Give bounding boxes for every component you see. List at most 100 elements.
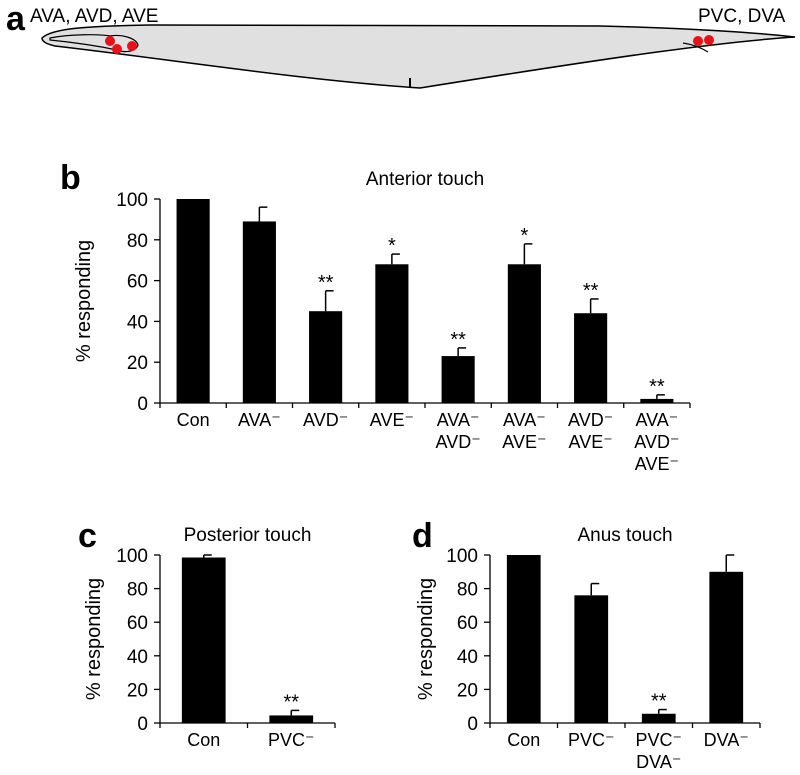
panel-label: d xyxy=(412,517,433,555)
x-tick-label: AVA⁻ AVD⁻ AVE⁻ xyxy=(634,410,679,474)
bar xyxy=(269,715,314,723)
error-bar xyxy=(658,708,667,714)
x-tick-label-line: Con xyxy=(177,410,210,430)
panel-label: c xyxy=(78,517,97,555)
bar xyxy=(506,555,541,723)
x-tick-label-line: AVE⁻ xyxy=(370,410,414,430)
x-tick-label: DVA⁻ xyxy=(704,730,749,750)
error-bar xyxy=(589,298,599,314)
error-bar xyxy=(203,554,212,558)
x-tick-label: Con xyxy=(507,730,540,750)
bar xyxy=(574,595,609,723)
error-bar xyxy=(324,290,334,312)
neuron-label: PVC, DVA xyxy=(698,6,786,27)
y-tick-label: 100 xyxy=(116,190,148,211)
bar xyxy=(574,313,608,403)
neuron xyxy=(693,36,703,46)
significance-label: ** xyxy=(649,376,665,398)
bar xyxy=(176,199,210,403)
neuron xyxy=(704,35,714,45)
y-tick-label: 60 xyxy=(127,272,148,293)
y-tick-label: 80 xyxy=(457,580,478,601)
x-tick-label: AVA⁻ AVD⁻ xyxy=(436,410,481,452)
neuron xyxy=(112,44,122,54)
error-bar xyxy=(258,206,268,222)
significance-label: ** xyxy=(450,329,466,351)
x-tick-label-line: DVA⁻ xyxy=(636,752,681,772)
bar xyxy=(181,557,226,723)
x-tick-label: PVC⁻ xyxy=(568,730,615,750)
chart-title: Posterior touch xyxy=(184,525,312,546)
x-tick-label-line: AVA⁻ xyxy=(635,410,678,430)
worm-body xyxy=(41,24,796,89)
bar xyxy=(641,713,676,723)
bar xyxy=(309,311,343,403)
x-tick-label: AVA⁻ AVE⁻ xyxy=(502,410,546,452)
x-tick-label-line: PVC⁻ xyxy=(635,730,682,750)
x-tick-label-line: AVD⁻ xyxy=(568,410,613,430)
x-tick-label-line: Con xyxy=(507,730,540,750)
y-tick-label: 0 xyxy=(467,714,478,735)
y-tick-label: 0 xyxy=(137,714,148,735)
x-tick-label-line: PVC⁻ xyxy=(268,730,315,750)
x-tick-label: AVA⁻ xyxy=(238,410,281,430)
x-tick-label: AVD⁻ xyxy=(303,410,348,430)
significance-label: ** xyxy=(318,272,334,294)
x-tick-label-line: PVC⁻ xyxy=(568,730,615,750)
x-tick-label: AVE⁻ xyxy=(370,410,414,430)
x-tick-label-line: DVA⁻ xyxy=(704,730,749,750)
neuron xyxy=(127,41,137,51)
error-bar xyxy=(457,347,467,357)
y-tick-label: 20 xyxy=(127,680,148,701)
error-bar xyxy=(725,554,735,572)
panel-label: b xyxy=(60,159,81,197)
y-tick-label: 80 xyxy=(127,580,148,601)
neuron-label: AVA, AVD, AVE xyxy=(30,6,158,27)
y-axis-label: % responding xyxy=(83,578,105,700)
bar xyxy=(640,398,674,403)
significance-label: ** xyxy=(283,691,299,713)
y-tick-label: 40 xyxy=(127,312,148,333)
chart-title: Anus touch xyxy=(577,525,672,546)
error-bar xyxy=(590,582,600,596)
y-axis-label: % responding xyxy=(415,578,437,700)
y-tick-label: 60 xyxy=(457,613,478,634)
x-tick-label-line: AVD⁻ xyxy=(436,432,481,452)
y-tick-label: 40 xyxy=(127,647,148,668)
x-tick-label-line: AVD⁻ xyxy=(634,432,679,452)
x-tick-label: Con xyxy=(187,730,220,750)
tail-process xyxy=(682,42,709,53)
bar xyxy=(441,356,475,403)
x-tick-label: AVD⁻ AVE⁻ xyxy=(568,410,613,452)
bar xyxy=(242,221,276,403)
bar xyxy=(507,264,541,403)
x-tick-label-line: AVA⁻ xyxy=(238,410,281,430)
significance-label: ** xyxy=(583,280,599,302)
y-tick-label: 0 xyxy=(137,394,148,415)
bar xyxy=(709,571,744,723)
significance-label: ** xyxy=(651,691,667,713)
y-tick-label: 80 xyxy=(127,231,148,252)
x-tick-label-line: Con xyxy=(187,730,220,750)
y-tick-label: 100 xyxy=(116,546,148,567)
pharynx xyxy=(49,34,139,53)
y-tick-label: 100 xyxy=(446,546,478,567)
y-tick-label: 20 xyxy=(457,680,478,701)
x-tick-label-line: AVA⁻ xyxy=(437,410,480,430)
x-tick-label: Con xyxy=(177,410,210,430)
panel-label: a xyxy=(6,0,26,38)
x-tick-label-line: AVE⁻ xyxy=(569,432,613,452)
x-tick-label-line: AVA⁻ xyxy=(503,410,546,430)
x-tick-label: PVC⁻ xyxy=(268,730,315,750)
x-tick-label: PVC⁻ DVA⁻ xyxy=(635,730,682,772)
x-tick-label-line: AVE⁻ xyxy=(635,454,679,474)
significance-label: * xyxy=(520,225,528,247)
neuron xyxy=(105,36,115,46)
chart-title: Anterior touch xyxy=(366,169,484,190)
y-axis-label: % responding xyxy=(73,240,95,362)
x-tick-label-line: AVD⁻ xyxy=(303,410,348,430)
y-tick-label: 60 xyxy=(127,613,148,634)
y-tick-label: 40 xyxy=(457,647,478,668)
y-tick-label: 20 xyxy=(127,353,148,374)
